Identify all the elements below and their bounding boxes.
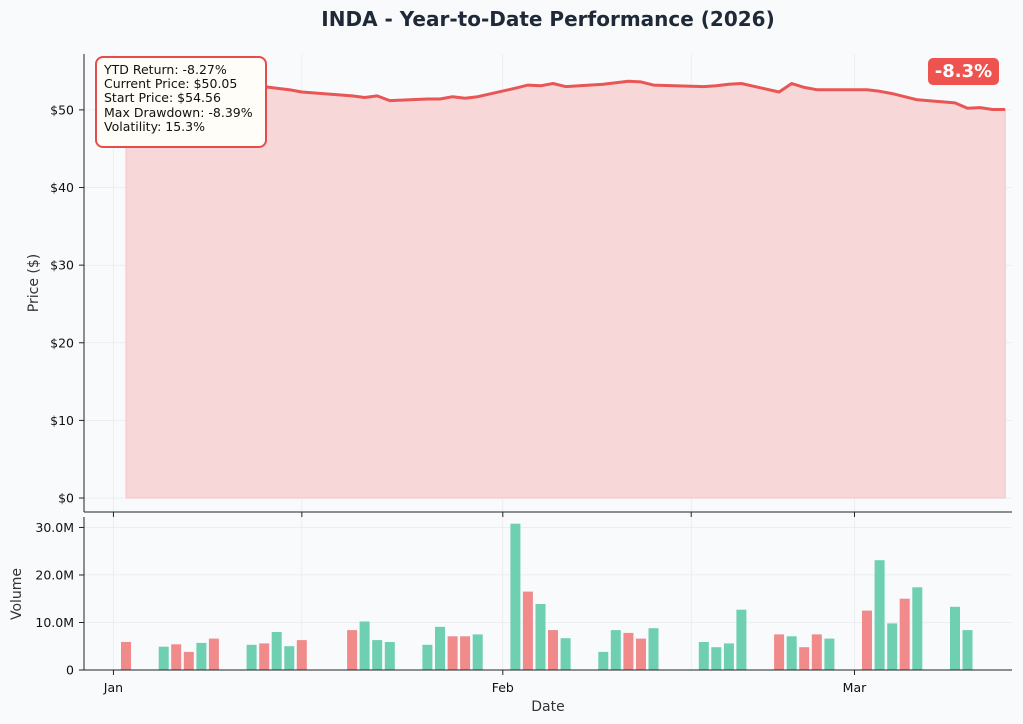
current-price-text: Current Price: $50.05 [104, 76, 238, 92]
volume-y-tick-label: 0 [66, 663, 74, 678]
ytd-return-text: YTD Return: -8.27% [104, 62, 227, 77]
volume-bar [723, 643, 734, 670]
price-y-label: Price ($) [26, 254, 42, 312]
volume-bar [711, 647, 722, 670]
volume-y-tick-label: 10.0M [35, 615, 74, 630]
volume-bar [774, 634, 785, 670]
volume-bar [874, 560, 885, 670]
volume-bar [208, 638, 219, 670]
volume-bar [171, 644, 182, 670]
volume-bar [962, 630, 973, 670]
volume-bar [472, 634, 483, 670]
volume-bar [284, 646, 295, 670]
volume-bar [347, 630, 358, 670]
volume-bar [271, 632, 282, 670]
volume-bar [121, 642, 131, 670]
volume-bar [862, 610, 872, 670]
volume-bars [121, 523, 973, 670]
volume-bar [786, 636, 797, 670]
price-y-tick-label: $0 [58, 491, 74, 506]
volume-bar [811, 634, 822, 670]
volume-bar [447, 636, 458, 670]
volume-bar [460, 636, 471, 670]
volume-bar [799, 647, 810, 670]
volume-bar [372, 640, 383, 670]
volume-bar [950, 606, 960, 670]
stats-info-box: YTD Return: -8.27% Current Price: $50.05… [95, 56, 267, 148]
price-y-tick-label: $30 [50, 258, 74, 273]
volume-bar [636, 638, 646, 670]
volume-bar [510, 523, 521, 670]
volume-panel: 0 10.0M 20.0M 30.0M Jan Feb Mar Volume Date [9, 517, 1012, 715]
volume-bar [648, 628, 659, 670]
volume-bar [548, 630, 558, 670]
volume-bar [535, 604, 546, 670]
volume-bar [899, 598, 910, 670]
volume-y-tick-label: 20.0M [35, 567, 74, 582]
price-line [125, 73, 1006, 111]
chart-title: INDA - Year-to-Date Performance (2026) [321, 7, 774, 31]
volume-x-tick-label: Mar [843, 680, 867, 695]
volume-bar [560, 638, 571, 670]
price-y-tick-label: $50 [50, 102, 74, 117]
volume-y-ticks: 0 10.0M 20.0M 30.0M [35, 520, 84, 678]
volume-bar [912, 587, 923, 670]
volume-bar [435, 626, 445, 670]
volume-bar [158, 646, 169, 670]
volume-bar [610, 630, 621, 670]
volume-y-tick-label: 30.0M [35, 520, 74, 535]
volume-bar [623, 632, 634, 670]
volume-bar [359, 621, 370, 670]
volume-bar [246, 644, 257, 670]
x-axis-label: Date [531, 699, 564, 715]
price-panel: $0 $10 $20 $30 $40 $50 Price ($) [26, 54, 1012, 517]
volume-bar [698, 642, 709, 670]
ytd-return-badge: -8.3% [928, 58, 999, 85]
volume-bar [259, 643, 270, 670]
volume-bar [522, 591, 533, 670]
volume-bar [824, 638, 835, 670]
volatility-text: Volatility: 15.3% [104, 118, 205, 134]
volume-x-ticks: Jan Feb Mar [103, 670, 867, 695]
start-price-text: Start Price: $54.56 [104, 90, 221, 106]
price-y-tick-label: $20 [50, 335, 74, 350]
volume-bar [384, 642, 395, 670]
volume-x-tick-label: Feb [492, 680, 514, 695]
volume-bar [422, 644, 433, 670]
price-y-tick-label: $40 [50, 180, 74, 195]
volume-bar [183, 651, 194, 670]
volume-y-label: Volume [9, 568, 25, 620]
price-x-ticks [112, 512, 855, 517]
price-y-ticks: $0 $10 $20 $30 $40 $50 [50, 102, 84, 506]
volume-bar [736, 609, 747, 670]
volume-bar [598, 651, 609, 670]
volume-x-tick-label: Jan [103, 680, 123, 695]
volume-bar [887, 623, 898, 670]
price-y-tick-label: $10 [50, 413, 74, 428]
volume-bar [296, 640, 307, 670]
volume-bar [196, 642, 207, 670]
max-drawdown-text: Max Drawdown: -8.39% [104, 104, 253, 120]
